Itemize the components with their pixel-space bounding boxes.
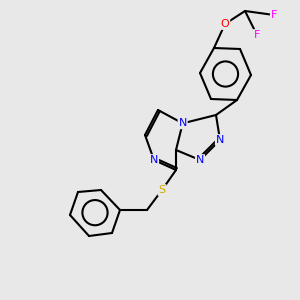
Text: S: S: [158, 185, 166, 195]
Text: F: F: [254, 30, 260, 40]
Text: N: N: [178, 118, 187, 128]
Text: N: N: [150, 155, 158, 165]
Text: N: N: [196, 155, 204, 165]
Text: F: F: [271, 10, 277, 20]
Text: O: O: [220, 19, 230, 29]
Text: N: N: [216, 135, 224, 145]
